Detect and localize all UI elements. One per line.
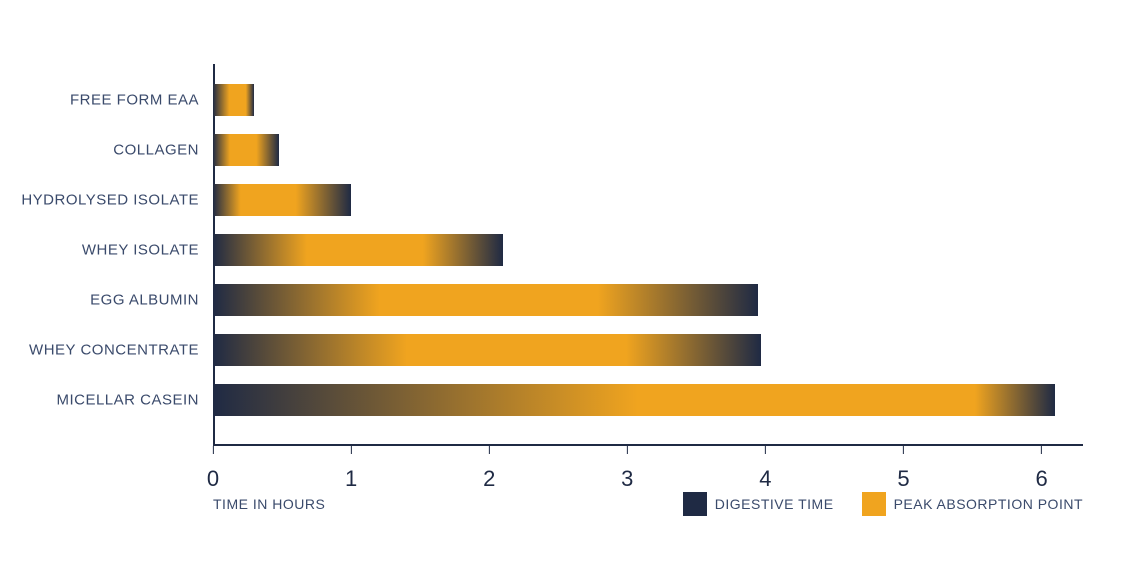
x-tick: 6 [1035,446,1047,492]
x-tick: 2 [483,446,495,492]
x-tick: 3 [621,446,633,492]
legend-item: DIGESTIVE TIME [683,492,834,516]
x-tick-label: 6 [1035,466,1047,492]
x-tick-mark [1041,446,1042,454]
bar-row: FREE FORM EAA [213,84,1083,116]
legend-label: PEAK ABSORPTION POINT [894,496,1083,512]
legend-label: DIGESTIVE TIME [715,496,834,512]
legend-swatch [683,492,707,516]
category-label: COLLAGEN [113,142,213,159]
bar [213,334,761,366]
x-tick-label: 3 [621,466,633,492]
bar-row: HYDROLYSED ISOLATE [213,184,1083,216]
x-tick-mark [351,446,352,454]
category-label: EGG ALBUMIN [90,292,213,309]
x-tick-label: 1 [345,466,357,492]
x-tick: 4 [759,446,771,492]
legend-items: DIGESTIVE TIME PEAK ABSORPTION POINT [683,492,1083,516]
legend-swatch [862,492,886,516]
bar [213,184,351,216]
x-tick-mark [489,446,490,454]
bar [213,384,1055,416]
plot-area: FREE FORM EAA COLLAGEN HYDROLYSED ISOLATE W… [213,64,1083,446]
category-label: WHEY ISOLATE [82,242,213,259]
legend: TIME IN HOURS DIGESTIVE TIME PEAK ABSORPTI… [213,492,1083,516]
x-tick-mark [627,446,628,454]
x-tick-label: 5 [897,466,909,492]
x-tick-mark [765,446,766,454]
bar-row: EGG ALBUMIN [213,284,1083,316]
x-tick-label: 2 [483,466,495,492]
bar-row: MICELLAR CASEIN [213,384,1083,416]
x-tick-mark [903,446,904,454]
bar [213,134,279,166]
x-axis-title: TIME IN HOURS [213,496,325,512]
bar [213,284,758,316]
x-tick: 0 [207,446,219,492]
bar [213,234,503,266]
x-tick-label: 4 [759,466,771,492]
x-tick-label: 0 [207,466,219,492]
x-tick-mark [213,446,214,454]
protein-digestion-chart: FREE FORM EAA COLLAGEN HYDROLYSED ISOLATE W… [0,0,1144,566]
bar [213,84,254,116]
x-tick: 1 [345,446,357,492]
bar-row: WHEY ISOLATE [213,234,1083,266]
category-label: WHEY CONCENTRATE [29,342,213,359]
bar-row: COLLAGEN [213,134,1083,166]
category-label: HYDROLYSED ISOLATE [21,192,213,209]
x-tick: 5 [897,446,909,492]
x-axis [213,444,1083,446]
bar-row: WHEY CONCENTRATE [213,334,1083,366]
category-label: MICELLAR CASEIN [56,392,213,409]
category-label: FREE FORM EAA [70,92,213,109]
legend-item: PEAK ABSORPTION POINT [862,492,1083,516]
